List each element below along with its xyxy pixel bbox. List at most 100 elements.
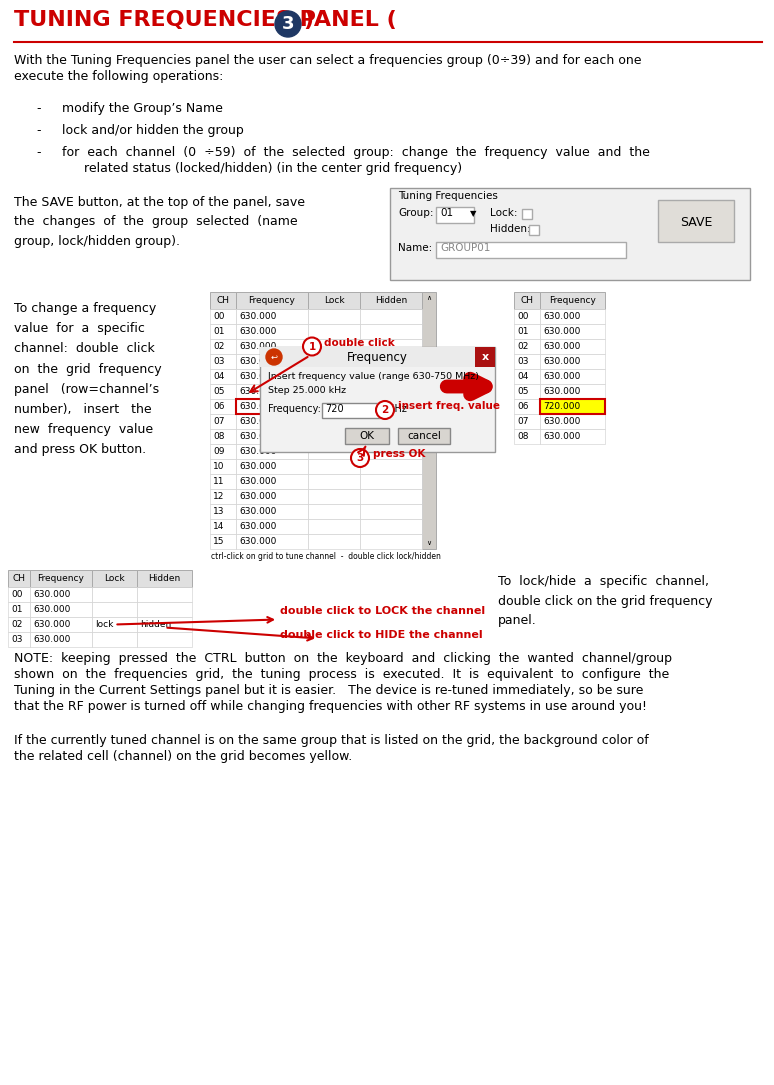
FancyBboxPatch shape (260, 347, 495, 367)
Text: shown  on  the  frequencies  grid,  the  tuning  process  is  executed.  It  is : shown on the frequencies grid, the tunin… (14, 668, 670, 681)
FancyBboxPatch shape (210, 429, 236, 444)
FancyBboxPatch shape (540, 324, 605, 339)
FancyBboxPatch shape (540, 399, 605, 414)
Text: 07: 07 (213, 417, 224, 426)
Text: 10: 10 (213, 462, 224, 471)
Text: 15: 15 (213, 537, 224, 546)
Text: 720: 720 (325, 404, 344, 414)
Text: Frequency: Frequency (248, 296, 296, 305)
Text: modify the Group’s Name: modify the Group’s Name (62, 102, 223, 115)
Text: MHz: MHz (386, 404, 407, 414)
FancyBboxPatch shape (308, 474, 360, 489)
FancyBboxPatch shape (210, 369, 236, 384)
Text: 01: 01 (517, 327, 529, 336)
Text: 630.000: 630.000 (543, 342, 580, 352)
FancyBboxPatch shape (236, 384, 308, 399)
FancyBboxPatch shape (30, 602, 92, 617)
FancyBboxPatch shape (260, 347, 495, 452)
Text: Group:: Group: (398, 208, 433, 218)
Text: 08: 08 (517, 432, 529, 441)
FancyBboxPatch shape (308, 369, 360, 384)
Text: 00: 00 (11, 590, 22, 599)
FancyBboxPatch shape (92, 602, 137, 617)
Text: 04: 04 (517, 372, 529, 381)
FancyBboxPatch shape (236, 534, 308, 549)
FancyBboxPatch shape (540, 384, 605, 399)
Text: 630.000: 630.000 (239, 492, 276, 501)
Text: -: - (36, 146, 40, 159)
Circle shape (303, 337, 321, 356)
FancyBboxPatch shape (137, 570, 192, 587)
FancyBboxPatch shape (540, 429, 605, 444)
FancyBboxPatch shape (308, 292, 360, 309)
Text: 630.000: 630.000 (239, 387, 276, 396)
FancyBboxPatch shape (514, 429, 540, 444)
FancyBboxPatch shape (360, 489, 422, 505)
Text: 3: 3 (356, 454, 364, 463)
FancyBboxPatch shape (236, 399, 308, 414)
Text: x: x (481, 352, 488, 362)
Text: Step 25.000 kHz: Step 25.000 kHz (268, 386, 346, 395)
FancyBboxPatch shape (540, 414, 605, 429)
FancyBboxPatch shape (30, 631, 92, 647)
FancyBboxPatch shape (92, 570, 137, 587)
FancyBboxPatch shape (308, 534, 360, 549)
Text: 01: 01 (213, 327, 224, 336)
FancyBboxPatch shape (308, 519, 360, 534)
Text: 630.000: 630.000 (543, 372, 580, 381)
FancyBboxPatch shape (210, 519, 236, 534)
Text: 11: 11 (213, 477, 224, 486)
FancyBboxPatch shape (137, 587, 192, 602)
FancyBboxPatch shape (236, 324, 308, 339)
Text: Lock: Lock (104, 574, 125, 583)
Text: 630.000: 630.000 (239, 462, 276, 471)
FancyBboxPatch shape (514, 369, 540, 384)
FancyBboxPatch shape (360, 309, 422, 324)
Text: Hidden: Hidden (375, 296, 407, 305)
Text: 630.000: 630.000 (239, 417, 276, 426)
Text: 01: 01 (11, 605, 22, 614)
Text: 630.000: 630.000 (543, 417, 580, 426)
FancyBboxPatch shape (92, 631, 137, 647)
Text: 03: 03 (517, 357, 529, 366)
Text: 630.000: 630.000 (239, 537, 276, 546)
FancyBboxPatch shape (514, 414, 540, 429)
FancyBboxPatch shape (137, 602, 192, 617)
Text: 630.000: 630.000 (543, 327, 580, 336)
FancyBboxPatch shape (137, 617, 192, 631)
Text: 13: 13 (213, 507, 224, 516)
FancyBboxPatch shape (360, 414, 422, 429)
FancyBboxPatch shape (210, 354, 236, 369)
Text: 630.000: 630.000 (239, 327, 276, 336)
FancyBboxPatch shape (514, 292, 540, 309)
Text: Frequency: Frequency (347, 350, 408, 363)
Text: SAVE: SAVE (680, 216, 712, 229)
Text: cancel: cancel (407, 431, 441, 441)
FancyBboxPatch shape (308, 384, 360, 399)
FancyBboxPatch shape (30, 570, 92, 587)
FancyBboxPatch shape (8, 570, 30, 587)
FancyBboxPatch shape (540, 292, 605, 309)
FancyBboxPatch shape (345, 427, 389, 444)
FancyBboxPatch shape (236, 292, 308, 309)
Circle shape (266, 349, 282, 365)
Text: 630.000: 630.000 (239, 432, 276, 441)
Text: The SAVE button, at the top of the panel, save
the  changes  of  the  group  sel: The SAVE button, at the top of the panel… (14, 196, 305, 248)
FancyBboxPatch shape (8, 587, 30, 602)
FancyBboxPatch shape (308, 399, 360, 414)
Text: 14: 14 (213, 522, 224, 531)
FancyBboxPatch shape (360, 339, 422, 354)
FancyBboxPatch shape (436, 242, 626, 258)
FancyBboxPatch shape (236, 309, 308, 324)
Text: ↩: ↩ (270, 353, 278, 361)
Circle shape (275, 11, 301, 37)
Text: the related cell (channel) on the grid becomes yellow.: the related cell (channel) on the grid b… (14, 750, 352, 763)
FancyBboxPatch shape (210, 474, 236, 489)
Text: To change a frequency
value  for  a  specific
channel:  double  click
on  the  g: To change a frequency value for a specif… (14, 302, 162, 457)
Text: 08: 08 (213, 432, 224, 441)
FancyBboxPatch shape (360, 399, 422, 414)
FancyBboxPatch shape (540, 339, 605, 354)
Text: 720.000: 720.000 (543, 403, 580, 411)
FancyBboxPatch shape (360, 519, 422, 534)
FancyBboxPatch shape (236, 399, 308, 414)
